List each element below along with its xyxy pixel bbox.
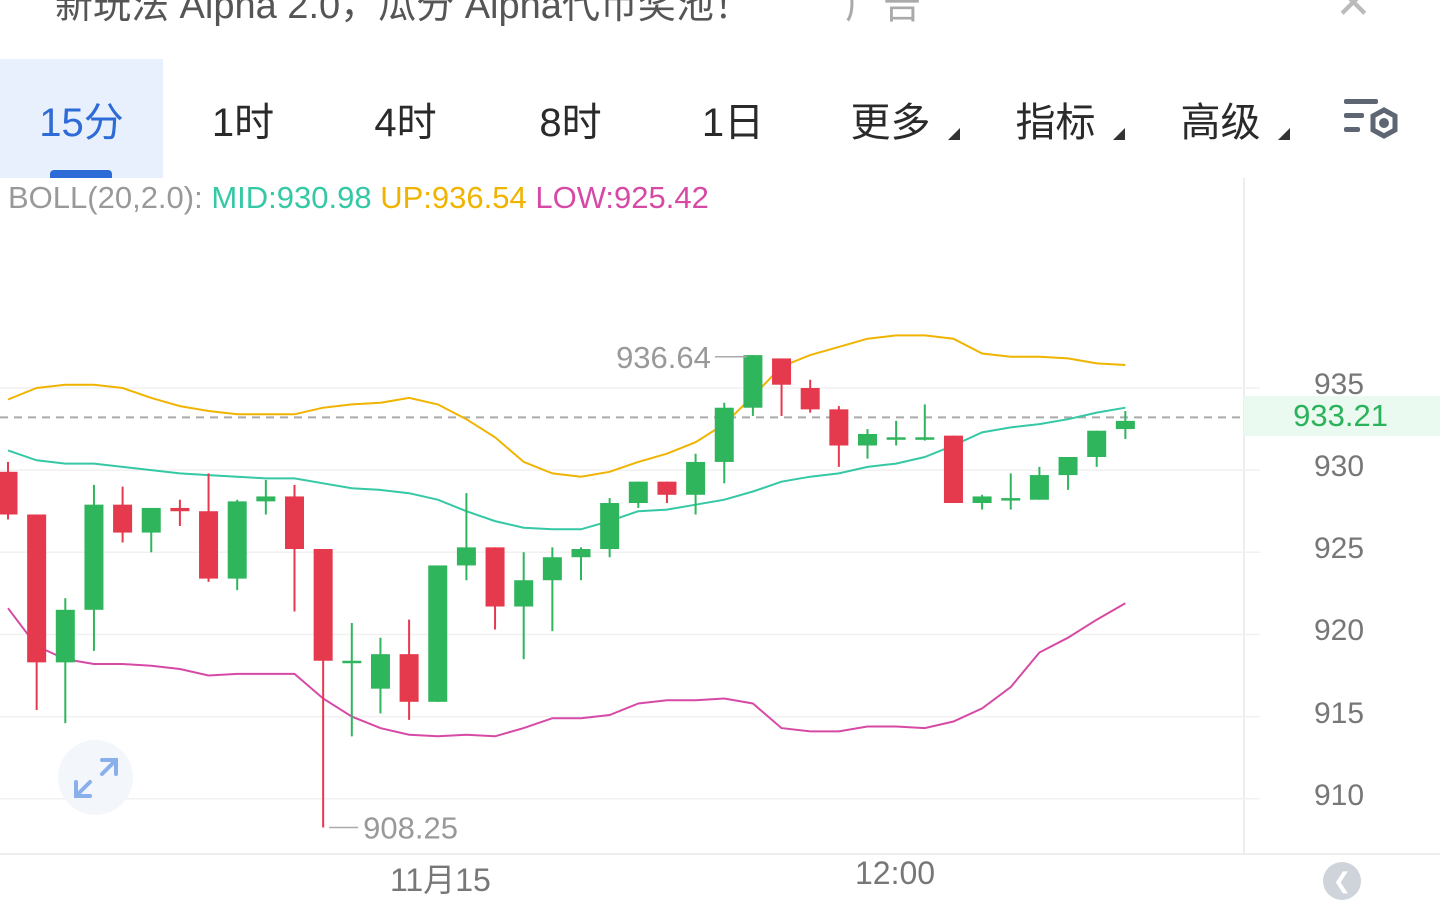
scroll-to-latest-icon[interactable]: ❮ <box>1323 862 1361 900</box>
candle-body <box>886 437 906 440</box>
candle-body <box>1058 457 1078 476</box>
candle-body <box>1001 498 1021 501</box>
boll-up: UP:936.54 <box>380 180 527 215</box>
candle-body <box>456 547 476 566</box>
tab-4h[interactable]: 4时 <box>323 59 488 178</box>
x-tick-label: 12:00 <box>855 855 936 891</box>
candle-body <box>800 388 820 410</box>
expand-icon[interactable] <box>58 740 133 815</box>
candle-body <box>84 504 104 610</box>
candle-body <box>772 358 792 385</box>
candle-body <box>170 507 190 512</box>
y-tick-label: 935 <box>1314 368 1365 401</box>
candle-body <box>714 407 734 462</box>
y-tick-label: 915 <box>1314 696 1365 730</box>
ad-tag: 广告 <box>845 0 922 27</box>
y-tick-label: 930 <box>1314 450 1365 484</box>
tab-label: 1时 <box>211 100 275 145</box>
y-tick-label: 910 <box>1314 778 1365 812</box>
candle-body <box>428 565 448 702</box>
candle-body <box>285 496 304 550</box>
candle-body <box>141 507 161 533</box>
candle-body <box>370 654 390 689</box>
close-icon[interactable]: ✕ <box>1335 0 1372 28</box>
tab-1d[interactable]: 1日 <box>653 59 813 178</box>
tab-label: 指标 <box>1015 100 1096 145</box>
tab-label: 更多 <box>850 100 931 145</box>
candle-body <box>743 355 763 408</box>
candle-body <box>571 549 591 558</box>
candle-body <box>342 660 362 664</box>
high-price-label: 936.64 <box>616 340 711 375</box>
candle-body <box>113 504 133 533</box>
active-tab-indicator <box>50 170 112 178</box>
candle-body <box>313 549 333 661</box>
candle-body <box>55 609 75 663</box>
boll-low: LOW:925.42 <box>535 180 709 215</box>
dropdown-caret-icon <box>1113 128 1125 140</box>
y-tick-label: 920 <box>1314 614 1365 648</box>
candle-body <box>915 437 935 440</box>
dropdown-caret-icon <box>1278 128 1290 140</box>
candle-body <box>829 409 849 446</box>
tab-indicators[interactable]: 指标 <box>978 59 1133 178</box>
candle-body <box>399 654 419 702</box>
candle-body <box>542 557 562 581</box>
boll-lower-line <box>7 602 1126 738</box>
candle-body <box>657 481 677 495</box>
tab-label: 1日 <box>701 100 765 145</box>
tab-label: 8时 <box>539 100 602 145</box>
candle-body <box>0 471 18 515</box>
x-tick-label: 11月15 <box>390 862 491 898</box>
candle-body <box>600 503 620 550</box>
boll-upper-line <box>7 334 1126 478</box>
tab-15m[interactable]: 15分 <box>0 59 163 178</box>
candle-body <box>943 435 963 504</box>
candle-body <box>858 434 877 446</box>
y-tick-label: 925 <box>1314 532 1365 566</box>
candle-body <box>27 514 47 663</box>
candle-body <box>227 501 247 579</box>
candle-body <box>972 496 992 504</box>
candle-body <box>686 461 706 495</box>
tab-label: 高级 <box>1180 100 1261 145</box>
tab-1h[interactable]: 1时 <box>163 59 323 178</box>
candle-body <box>1029 475 1049 500</box>
timeframe-tabbar: 15分 1时 4时 8时 1日 更多 指标 高级 <box>0 59 1440 178</box>
low-price-label: 908.25 <box>363 811 458 846</box>
boll-mid: MID:930.98 <box>211 180 372 215</box>
ad-text[interactable]: 新玩法 Alpha 2.0，瓜分 Alpha代币奖池！ <box>55 0 752 27</box>
boll-legend: BOLL(20,2.0): MID:930.98 UP:936.54 LOW:9… <box>8 180 709 216</box>
boll-mid-line <box>7 406 1126 531</box>
candle-body <box>628 481 648 504</box>
candle-body <box>1087 430 1107 458</box>
current-price-label: 933.21 <box>1244 396 1440 436</box>
tab-label: 4时 <box>374 100 437 145</box>
candlestick-chart[interactable]: 936.64 908.25 <box>0 178 1440 878</box>
candle-body <box>485 547 505 607</box>
tab-label: 15分 <box>39 100 124 145</box>
tab-advanced[interactable]: 高级 <box>1143 59 1298 178</box>
boll-name: BOLL(20,2.0): <box>8 180 203 215</box>
candle-body <box>1115 420 1135 430</box>
candle-body <box>199 511 219 579</box>
candle-body <box>256 496 276 502</box>
candle-body <box>514 580 534 607</box>
tab-8h[interactable]: 8时 <box>488 59 653 178</box>
chart-settings-icon[interactable] <box>1340 95 1404 145</box>
tab-more[interactable]: 更多 <box>813 59 968 178</box>
dropdown-caret-icon <box>948 128 960 140</box>
ad-banner[interactable]: 新玩法 Alpha 2.0，瓜分 Alpha代币奖池！ 广告 ✕ <box>0 0 1440 40</box>
